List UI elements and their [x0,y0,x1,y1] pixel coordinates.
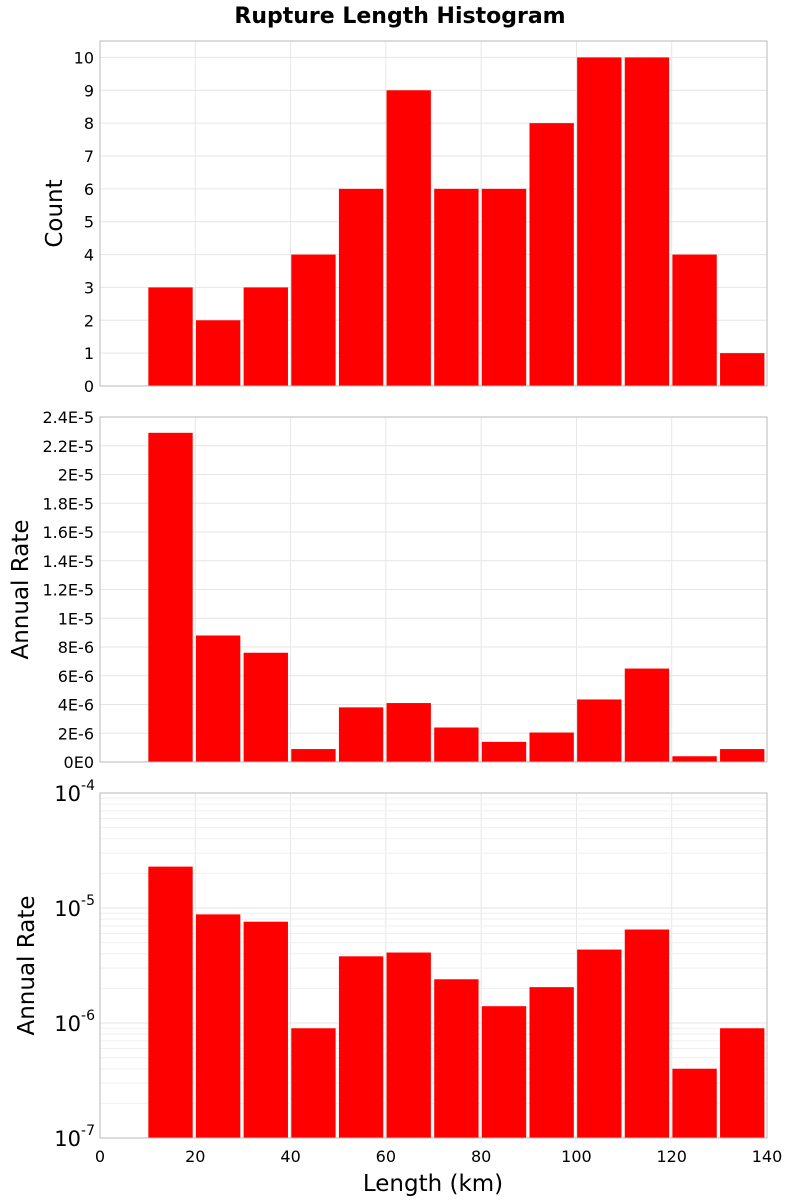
y-tick-label: 10 [74,48,94,67]
bar [148,287,193,386]
bar [195,635,241,762]
bar [291,1028,336,1138]
y-tick-label: 1E-5 [58,609,94,628]
bar [624,929,670,1138]
bar [672,254,717,386]
y-tick-label: 6E-6 [58,667,94,686]
bar [148,866,193,1138]
bar [624,57,670,387]
bar [195,914,241,1138]
bar [577,699,622,762]
y-tick-label: 5 [84,213,94,232]
x-tick-label: 0 [95,1147,105,1166]
bar [720,749,765,762]
bar [481,741,527,762]
y-tick-label: 4E-6 [58,696,94,715]
bar [243,652,288,762]
y-tick-label: 10-6 [54,1008,95,1036]
x-tick-label: 60 [376,1147,396,1166]
bar [481,188,527,386]
plot-frame [99,792,768,1139]
x-axis-label: Length (km) [363,1171,503,1197]
bar [624,668,670,762]
bar [434,188,479,386]
y-tick-label: 10-4 [54,778,95,806]
bar [434,727,479,762]
x-tick-label: 140 [752,1147,783,1166]
bar [577,57,622,387]
y-tick-label: 2E-5 [58,466,94,485]
x-tick-label: 40 [280,1147,300,1166]
y-tick-label: 2.4E-5 [42,408,94,427]
plot-frame [99,40,768,387]
y-tick-label: 1.8E-5 [42,494,94,513]
y-axis-label: Annual Rate [8,520,34,660]
bar [291,749,336,762]
bar [720,1028,765,1138]
x-tick-label: 100 [561,1147,592,1166]
panel-2: 0E0 2E-6 4E-6 6E-6 8E-6 1E-5 1.2E-5 1.4E-5 1.6E-… [8,408,768,772]
y-tick-label: 8 [84,114,94,133]
y-axis-label: Count [42,179,68,247]
y-tick-label: 8E-6 [58,638,94,657]
y-tick-label: 7 [84,147,94,166]
bar [481,1006,527,1138]
bar [338,188,384,386]
bar [529,732,574,762]
y-tick-label: 9 [84,81,94,100]
bar [386,952,431,1138]
plot-frame [99,416,768,763]
y-tick-label: 10-7 [54,1123,95,1151]
bar [529,987,574,1138]
y-tick-label: 2.2E-5 [42,437,94,456]
bar [577,949,622,1138]
bar [338,956,384,1138]
bar [434,979,479,1138]
panel-3: 10-7 10-6 10-5 10-4 Annual Rate [14,778,768,1151]
chart-title: Rupture Length Histogram [234,4,565,29]
panel-1: 0 1 2 3 4 5 6 7 8 9 10 Count [42,40,768,396]
y-tick-label: 4 [84,246,94,265]
bar [529,123,574,387]
bar [386,90,431,387]
y-axis-label: Annual Rate [14,896,40,1036]
x-tick-label: 80 [471,1147,491,1166]
y-tick-label: 0 [84,377,94,396]
bar [386,703,431,762]
x-tick-label: 120 [656,1147,687,1166]
bar [243,921,288,1138]
bar [243,287,288,386]
y-tick-label: 2 [84,311,94,330]
y-tick-label: 3 [84,278,94,297]
bar [195,320,241,386]
bar [672,1068,717,1138]
y-tick-label: 1.6E-5 [42,523,94,542]
bar [672,756,717,762]
y-tick-label: 0E0 [64,753,94,772]
bar [720,353,765,386]
y-tick-label: 1.2E-5 [42,581,94,600]
y-tick-label: 10-5 [54,893,95,921]
y-tick-label: 2E-6 [58,724,94,743]
bar [148,432,193,762]
y-tick-label: 1.4E-5 [42,552,94,571]
x-tick-label: 20 [185,1147,205,1166]
bar [338,707,384,762]
y-tick-label: 6 [84,180,94,199]
y-tick-label: 1 [84,344,94,363]
bar [291,254,336,386]
